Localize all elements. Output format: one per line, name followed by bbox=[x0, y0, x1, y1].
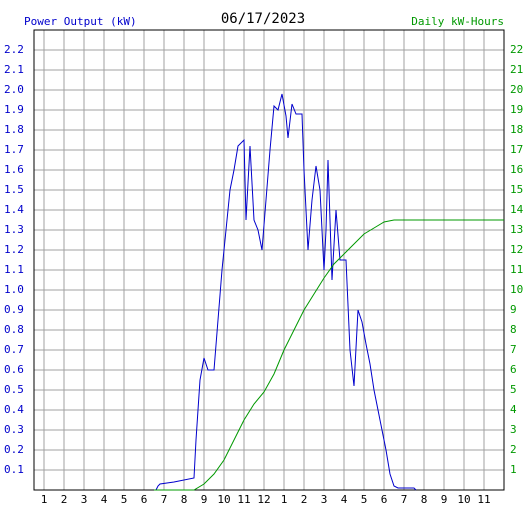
y2-tick-label: 17 bbox=[510, 143, 523, 156]
data-line bbox=[155, 93, 417, 491]
y-tick-label: 1.6 bbox=[4, 163, 24, 176]
x-tick-label: 9 bbox=[201, 493, 208, 506]
x-tick-label: 8 bbox=[181, 493, 188, 506]
y-tick-label: 1.8 bbox=[4, 123, 24, 136]
x-tick-label: 8 bbox=[421, 493, 428, 506]
x-tick-label: 4 bbox=[101, 493, 108, 506]
y2-tick-label: 9 bbox=[510, 303, 517, 316]
y-tick-label: 0.2 bbox=[4, 443, 24, 456]
y2-tick-label: 11 bbox=[510, 263, 523, 276]
x-tick-label: 1 bbox=[41, 493, 48, 506]
y-tick-label: 1.2 bbox=[4, 243, 24, 256]
y-tick-label: 0.5 bbox=[4, 383, 24, 396]
data-line bbox=[154, 219, 504, 491]
x-tick-label: 10 bbox=[217, 493, 230, 506]
y-tick-label: 1.5 bbox=[4, 183, 24, 196]
x-tick-label: 1 bbox=[281, 493, 288, 506]
x-tick-label: 3 bbox=[81, 493, 88, 506]
y2-axis-label: Daily kW-Hours bbox=[411, 15, 504, 28]
y-tick-label: 1.7 bbox=[4, 143, 24, 156]
x-tick-label: 6 bbox=[381, 493, 388, 506]
x-tick-label: 9 bbox=[441, 493, 448, 506]
y2-tick-label: 4 bbox=[510, 403, 517, 416]
y2-tick-label: 6 bbox=[510, 363, 517, 376]
y2-tick-label: 7 bbox=[510, 343, 517, 356]
y2-tick-label: 15 bbox=[510, 183, 523, 196]
x-tick-label: 5 bbox=[121, 493, 128, 506]
y-tick-label: 1.1 bbox=[4, 263, 24, 276]
x-tick-label: 3 bbox=[321, 493, 328, 506]
y-tick-label: 1.3 bbox=[4, 223, 24, 236]
y2-tick-label: 14 bbox=[510, 203, 524, 216]
x-tick-label: 6 bbox=[141, 493, 148, 506]
x-tick-label: 7 bbox=[401, 493, 408, 506]
x-tick-label: 2 bbox=[61, 493, 68, 506]
y-tick-label: 0.6 bbox=[4, 363, 24, 376]
x-tick-label: 11 bbox=[237, 493, 250, 506]
y2-tick-label: 8 bbox=[510, 323, 517, 336]
y2-tick-label: 1 bbox=[510, 463, 517, 476]
x-tick-label: 10 bbox=[457, 493, 470, 506]
y2-tick-label: 22 bbox=[510, 43, 523, 56]
y-tick-label: 2.2 bbox=[4, 43, 24, 56]
x-tick-label: 7 bbox=[161, 493, 168, 506]
y2-tick-label: 10 bbox=[510, 283, 523, 296]
y-tick-label: 1.9 bbox=[4, 103, 24, 116]
x-tick-label: 2 bbox=[301, 493, 308, 506]
y-tick-label: 2.0 bbox=[4, 83, 24, 96]
y-tick-label: 1.0 bbox=[4, 283, 24, 296]
plot-border bbox=[33, 29, 505, 491]
y-tick-label: 0.7 bbox=[4, 343, 24, 356]
x-tick-label: 4 bbox=[341, 493, 348, 506]
y2-tick-label: 12 bbox=[510, 243, 523, 256]
y-tick-label: 0.3 bbox=[4, 423, 24, 436]
y2-tick-label: 2 bbox=[510, 443, 517, 456]
x-tick-label: 12 bbox=[257, 493, 270, 506]
y-tick-label: 0.1 bbox=[4, 463, 24, 476]
y2-tick-label: 18 bbox=[510, 123, 523, 136]
y-axis-label: Power Output (kW) bbox=[24, 15, 137, 28]
y-tick-label: 1.4 bbox=[4, 203, 24, 216]
y2-tick-label: 13 bbox=[510, 223, 523, 236]
y2-tick-label: 16 bbox=[510, 163, 523, 176]
y2-tick-label: 20 bbox=[510, 83, 523, 96]
y2-tick-label: 19 bbox=[510, 103, 523, 116]
y2-tick-label: 21 bbox=[510, 63, 523, 76]
chart-title: 06/17/2023 bbox=[221, 11, 305, 27]
y-tick-label: 0.8 bbox=[4, 323, 24, 336]
y2-tick-label: 3 bbox=[510, 423, 517, 436]
y2-tick-label: 5 bbox=[510, 383, 517, 396]
y-tick-label: 0.4 bbox=[4, 403, 24, 416]
x-tick-label: 5 bbox=[361, 493, 368, 506]
y-tick-label: 0.9 bbox=[4, 303, 24, 316]
x-tick-label: 11 bbox=[477, 493, 490, 506]
y-tick-label: 2.1 bbox=[4, 63, 24, 76]
